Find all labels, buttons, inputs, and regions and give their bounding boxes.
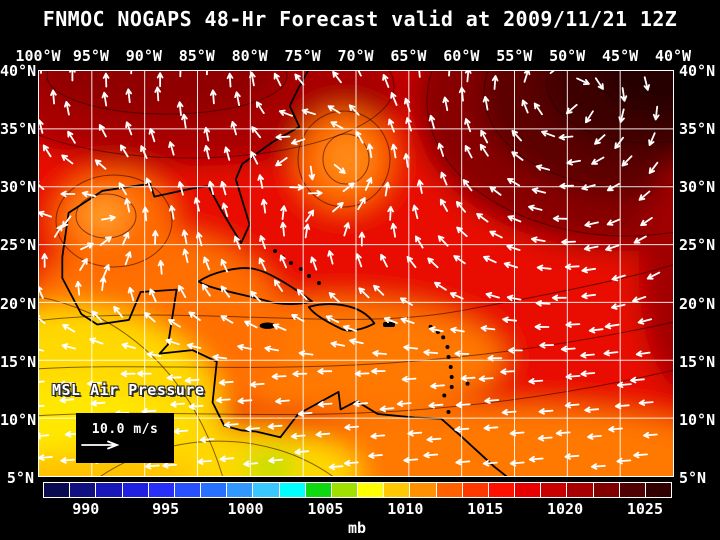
colorbar-cell: [461, 482, 489, 498]
colorbar-cell: [540, 482, 568, 498]
lon-tick-label: 85°W: [178, 47, 215, 65]
colorbar-unit-label: mb: [347, 519, 367, 537]
colorbar-cell: [644, 482, 673, 498]
lat-tick-label-left: 40°N: [0, 62, 37, 80]
field-label: MSL Air Pressure: [52, 381, 205, 399]
colorbar-cell: [383, 482, 411, 498]
lon-tick-label: 70°W: [337, 47, 374, 65]
lat-tick-label-right: 35°N: [679, 120, 716, 139]
colorbar-cell: [409, 482, 437, 498]
lon-tick-label: 65°W: [390, 47, 427, 65]
colorbar-tick-label: 1025: [626, 500, 663, 518]
colorbar-cell: [487, 482, 516, 498]
colorbar-cell: [592, 482, 620, 498]
colorbar-tick-label: 1015: [467, 500, 504, 518]
colorbar-cell: [618, 482, 646, 498]
colorbar-cell: [435, 482, 463, 498]
lon-tick-label: 90°W: [125, 47, 162, 65]
lat-tick-label-right: 10°N: [679, 410, 716, 429]
colorbar-cell: [69, 482, 97, 498]
lat-tick-label-left: 10°N: [0, 410, 37, 429]
lon-tick-label: 100°W: [15, 47, 61, 65]
lat-tick-label-right: 40°N: [679, 62, 716, 80]
colorbar-tick-label: 995: [152, 500, 180, 518]
lat-tick-label-right: 25°N: [679, 236, 716, 255]
lat-tick-label-right: 5°N: [679, 469, 707, 487]
colorbar-cell: [147, 482, 175, 498]
colorbar-cell: [252, 482, 280, 498]
lon-tick-label: 95°W: [72, 47, 109, 65]
colorbar-cell: [121, 482, 149, 498]
pressure-wind-map: [39, 71, 673, 476]
colorbar-cell: [226, 482, 254, 498]
colorbar-tick-label: 1020: [547, 500, 584, 518]
wind-speed-legend: 10.0 m/s: [76, 413, 174, 463]
colorbar-tick-label: 990: [72, 500, 100, 518]
colorbar-cell: [43, 482, 71, 498]
lat-tick-label-left: 35°N: [0, 120, 37, 139]
lon-tick-label: 75°W: [284, 47, 321, 65]
colorbar-cell: [357, 482, 385, 498]
lon-tick-label: 80°W: [231, 47, 268, 65]
pressure-colorbar: [43, 482, 673, 498]
wind-speed-reference-label: 10.0 m/s: [91, 422, 159, 437]
colorbar-tick-label: 1000: [227, 500, 264, 518]
map-area: MSL Air Pressure 10.0 m/s: [38, 70, 674, 477]
lon-tick-label: 55°W: [496, 47, 533, 65]
colorbar-tick-label: 1005: [307, 500, 344, 518]
lat-tick-label-left: 15°N: [0, 352, 37, 371]
lat-tick-label-left: 20°N: [0, 294, 37, 313]
colorbar-cell: [278, 482, 306, 498]
lon-tick-label: 45°W: [602, 47, 639, 65]
colorbar-cell: [304, 482, 332, 498]
lat-tick-label-right: 15°N: [679, 352, 716, 371]
wind-reference-arrow-icon: [81, 440, 120, 450]
lon-tick-label: 40°W: [654, 47, 692, 65]
lat-tick-label-right: 20°N: [679, 294, 716, 313]
page-title: FNMOC NOGAPS 48-Hr Forecast valid at 200…: [42, 7, 678, 31]
colorbar-cell: [173, 482, 202, 498]
colorbar-cell: [514, 482, 542, 498]
colorbar-tick-label: 1010: [387, 500, 424, 518]
colorbar-cell: [566, 482, 594, 498]
lon-tick-label: 60°W: [443, 47, 480, 65]
colorbar-cell: [95, 482, 123, 498]
lon-tick-label: 50°W: [549, 47, 586, 65]
lat-tick-label-left: 30°N: [0, 178, 37, 197]
lat-tick-label-left: 25°N: [0, 236, 37, 255]
lat-tick-label-right: 30°N: [679, 178, 716, 197]
colorbar-cell: [330, 482, 359, 498]
wind-vector-arrows: [39, 71, 661, 471]
lat-tick-label-left: 5°N: [6, 469, 34, 487]
colorbar-cell: [200, 482, 228, 498]
